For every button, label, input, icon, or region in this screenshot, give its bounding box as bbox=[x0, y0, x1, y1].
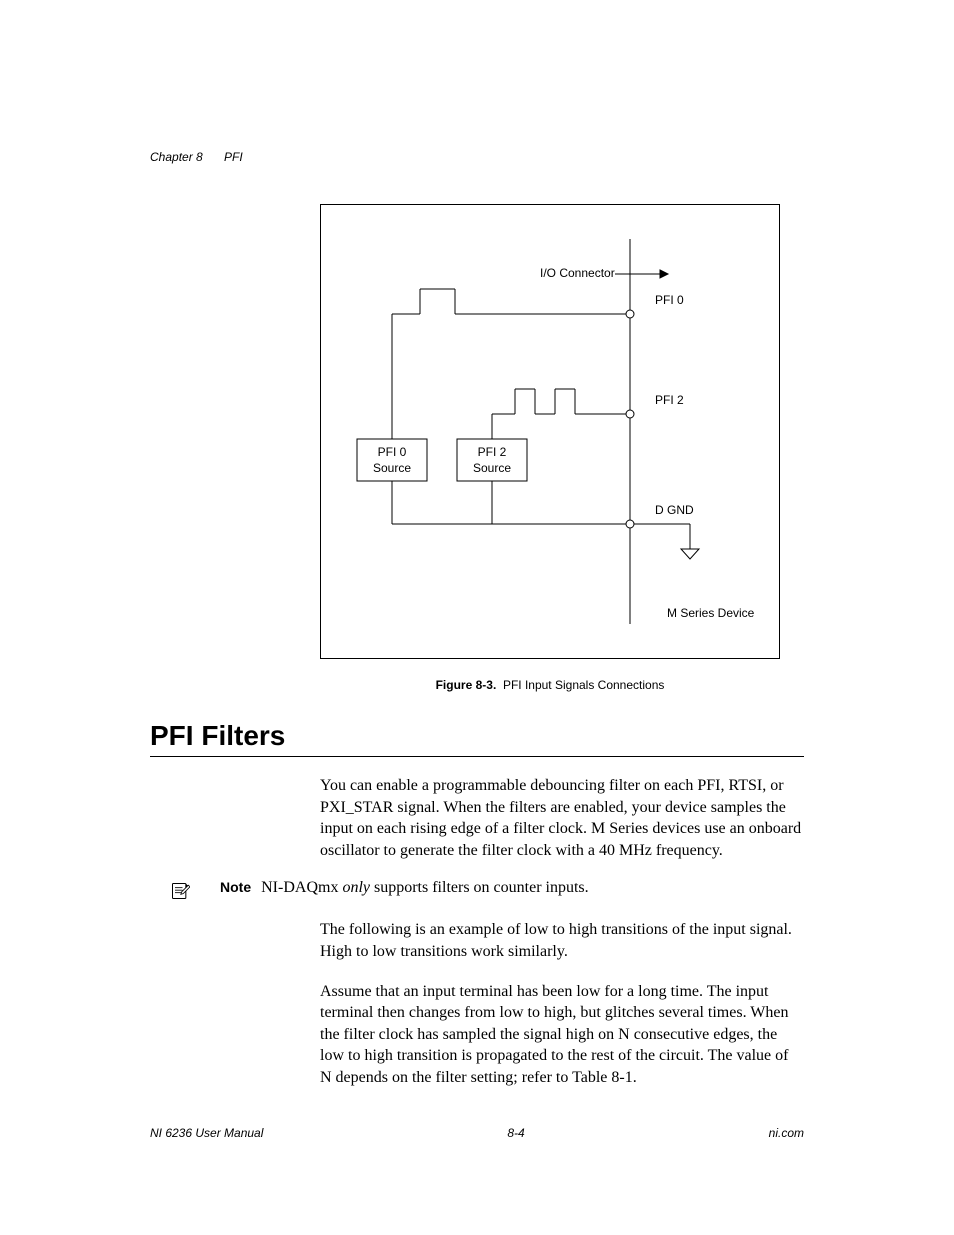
footer-center: 8-4 bbox=[507, 1126, 524, 1140]
figure-caption-num: Figure 8-3. bbox=[436, 678, 497, 692]
note-icon bbox=[170, 881, 190, 901]
svg-text:PFI 2: PFI 2 bbox=[478, 445, 507, 459]
page-header: Chapter 8 PFI bbox=[150, 150, 804, 164]
figure-8-3: I/O Connector PFI 0 PFI 2 D GND PFI 0 Source P… bbox=[320, 204, 780, 664]
svg-text:I/O Connector: I/O Connector bbox=[540, 266, 615, 280]
note-italic: only bbox=[342, 879, 370, 896]
note-row: Note NI-DAQmx only supports filters on c… bbox=[170, 879, 804, 901]
note-label: Note bbox=[220, 879, 251, 895]
para-1: You can enable a programmable debouncing… bbox=[320, 775, 804, 861]
page: Chapter 8 PFI I/O Connector PFI 0 PFI 2 D G… bbox=[0, 0, 954, 1235]
section-rule bbox=[150, 756, 804, 757]
footer-left: NI 6236 User Manual bbox=[150, 1126, 263, 1140]
figure-caption-text: PFI Input Signals Connections bbox=[503, 678, 664, 692]
svg-text:Source: Source bbox=[373, 461, 411, 475]
svg-text:D GND: D GND bbox=[655, 503, 694, 517]
svg-text:PFI 0: PFI 0 bbox=[655, 293, 684, 307]
header-title: PFI bbox=[224, 150, 243, 164]
header-chapter: Chapter 8 bbox=[150, 150, 203, 164]
svg-text:PFI 0: PFI 0 bbox=[378, 445, 407, 459]
figure-svg: I/O Connector PFI 0 PFI 2 D GND PFI 0 Source P… bbox=[320, 204, 780, 659]
page-footer: NI 6236 User Manual 8-4 ni.com bbox=[150, 1126, 804, 1140]
para-3: Assume that an input terminal has been l… bbox=[320, 981, 804, 1089]
svg-text:M Series Device: M Series Device bbox=[667, 606, 755, 620]
note-pre: NI-DAQmx bbox=[261, 879, 342, 896]
note-post: supports filters on counter inputs. bbox=[370, 879, 589, 896]
svg-text:PFI 2: PFI 2 bbox=[655, 393, 684, 407]
section-heading: PFI Filters bbox=[150, 720, 804, 752]
figure-caption: Figure 8-3. PFI Input Signals Connection… bbox=[320, 678, 780, 692]
note-text: Note NI-DAQmx only supports filters on c… bbox=[220, 879, 589, 897]
svg-text:Source: Source bbox=[473, 461, 511, 475]
footer-right: ni.com bbox=[769, 1126, 804, 1140]
para-2: The following is an example of low to hi… bbox=[320, 919, 804, 962]
